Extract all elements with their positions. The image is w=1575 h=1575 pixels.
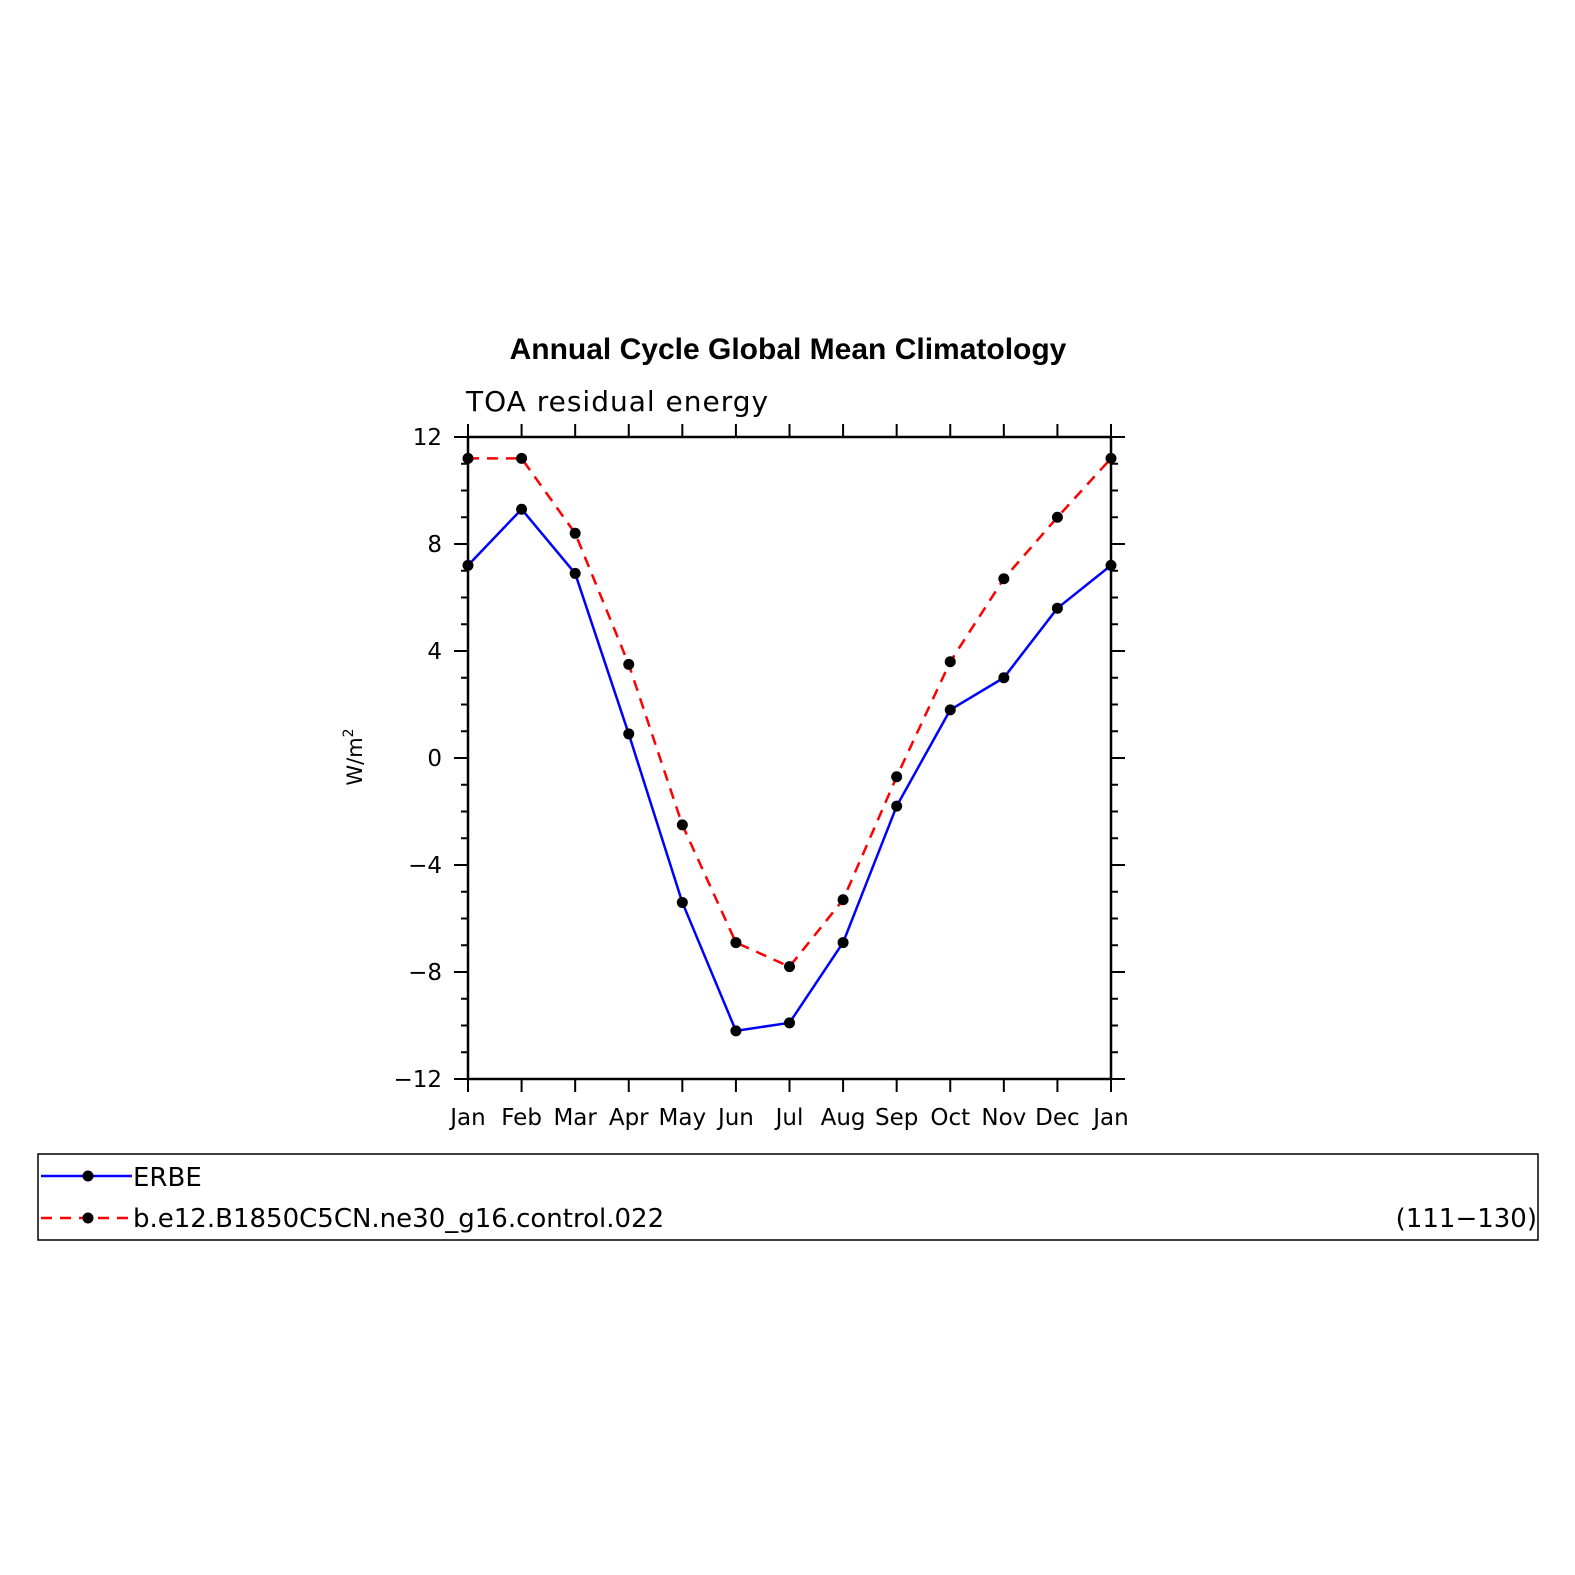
series-line-0 bbox=[467, 507, 1112, 1033]
series-0-point bbox=[569, 567, 581, 579]
series-0-point bbox=[516, 503, 528, 515]
legend-box bbox=[37, 1153, 1539, 1241]
x-tick-label: Dec bbox=[1035, 1105, 1080, 1131]
axis-ticks bbox=[454, 424, 1125, 1092]
x-tick-label: Nov bbox=[981, 1105, 1026, 1131]
series-1-point bbox=[1051, 511, 1063, 523]
series-0-point bbox=[784, 1017, 795, 1029]
y-tick-label: −4 bbox=[408, 853, 442, 879]
x-tick-label: Jan bbox=[1091, 1105, 1128, 1131]
y-tick-label: −12 bbox=[393, 1067, 442, 1093]
series-0-point bbox=[730, 1025, 742, 1037]
series-1-point bbox=[891, 771, 903, 783]
y-tick-label: 12 bbox=[413, 425, 442, 451]
y-tick-labels: 12 8 4 0 −4 −8 −12 bbox=[393, 425, 442, 1093]
legend-label-model: b.e12.B1850C5CN.ne30_g16.control.022 bbox=[133, 1204, 664, 1234]
legend-year-range: (111−130) bbox=[1396, 1204, 1537, 1234]
x-tick-label: May bbox=[659, 1105, 707, 1131]
series-1-point bbox=[730, 937, 742, 949]
legend-marker-model bbox=[82, 1212, 94, 1224]
series-1-point bbox=[516, 452, 528, 464]
series-0-point bbox=[944, 704, 956, 716]
y-axis-label: W/m2 bbox=[341, 728, 367, 785]
legend: ERBE b.e12.B1850C5CN.ne30_g16.control.02… bbox=[37, 1153, 1539, 1241]
x-tick-label: Jul bbox=[774, 1105, 804, 1131]
series-layer bbox=[462, 452, 1117, 1037]
legend-label-erbe: ERBE bbox=[133, 1163, 202, 1193]
plot-frame bbox=[466, 435, 1113, 1081]
series-0-point bbox=[837, 937, 849, 949]
y-axis-label-sup: 2 bbox=[341, 728, 357, 737]
x-tick-label: Oct bbox=[930, 1105, 970, 1131]
y-tick-label: 8 bbox=[427, 532, 442, 558]
x-tick-label: Sep bbox=[875, 1105, 918, 1131]
x-tick-label: Jan bbox=[448, 1105, 485, 1131]
series-1-point bbox=[837, 894, 849, 906]
x-tick-label: Mar bbox=[553, 1105, 597, 1131]
series-0-point bbox=[623, 728, 635, 740]
series-1-point bbox=[784, 961, 795, 973]
series-line-1 bbox=[468, 457, 1112, 968]
series-1-point bbox=[944, 656, 956, 668]
series-1-point bbox=[623, 658, 635, 670]
y-tick-label: 4 bbox=[427, 639, 442, 665]
series-1-point bbox=[676, 819, 688, 831]
chart-subtitle: TOA residual energy bbox=[465, 385, 769, 418]
x-tick-label: Jun bbox=[716, 1105, 754, 1131]
y-tick-label: −8 bbox=[408, 960, 442, 986]
series-0-point bbox=[998, 672, 1010, 684]
chart-title: Annual Cycle Global Mean Climatology bbox=[510, 333, 1067, 366]
x-tick-label: Feb bbox=[501, 1105, 542, 1131]
y-axis-label-base: W/m bbox=[343, 737, 367, 785]
legend-marker-erbe bbox=[82, 1170, 94, 1182]
y-tick-label: 0 bbox=[427, 746, 442, 772]
x-tick-label: Apr bbox=[609, 1105, 649, 1131]
series-1-point bbox=[569, 527, 581, 539]
series-1-point bbox=[998, 573, 1010, 585]
series-0-point bbox=[891, 800, 903, 812]
series-0-point bbox=[1051, 602, 1063, 614]
x-tick-label: Aug bbox=[821, 1105, 866, 1131]
x-tick-labels: Jan Feb Mar Apr May Jun Jul Aug Sep Oct Nov Dec Jan bbox=[448, 1105, 1128, 1131]
series-0-point bbox=[676, 896, 688, 908]
